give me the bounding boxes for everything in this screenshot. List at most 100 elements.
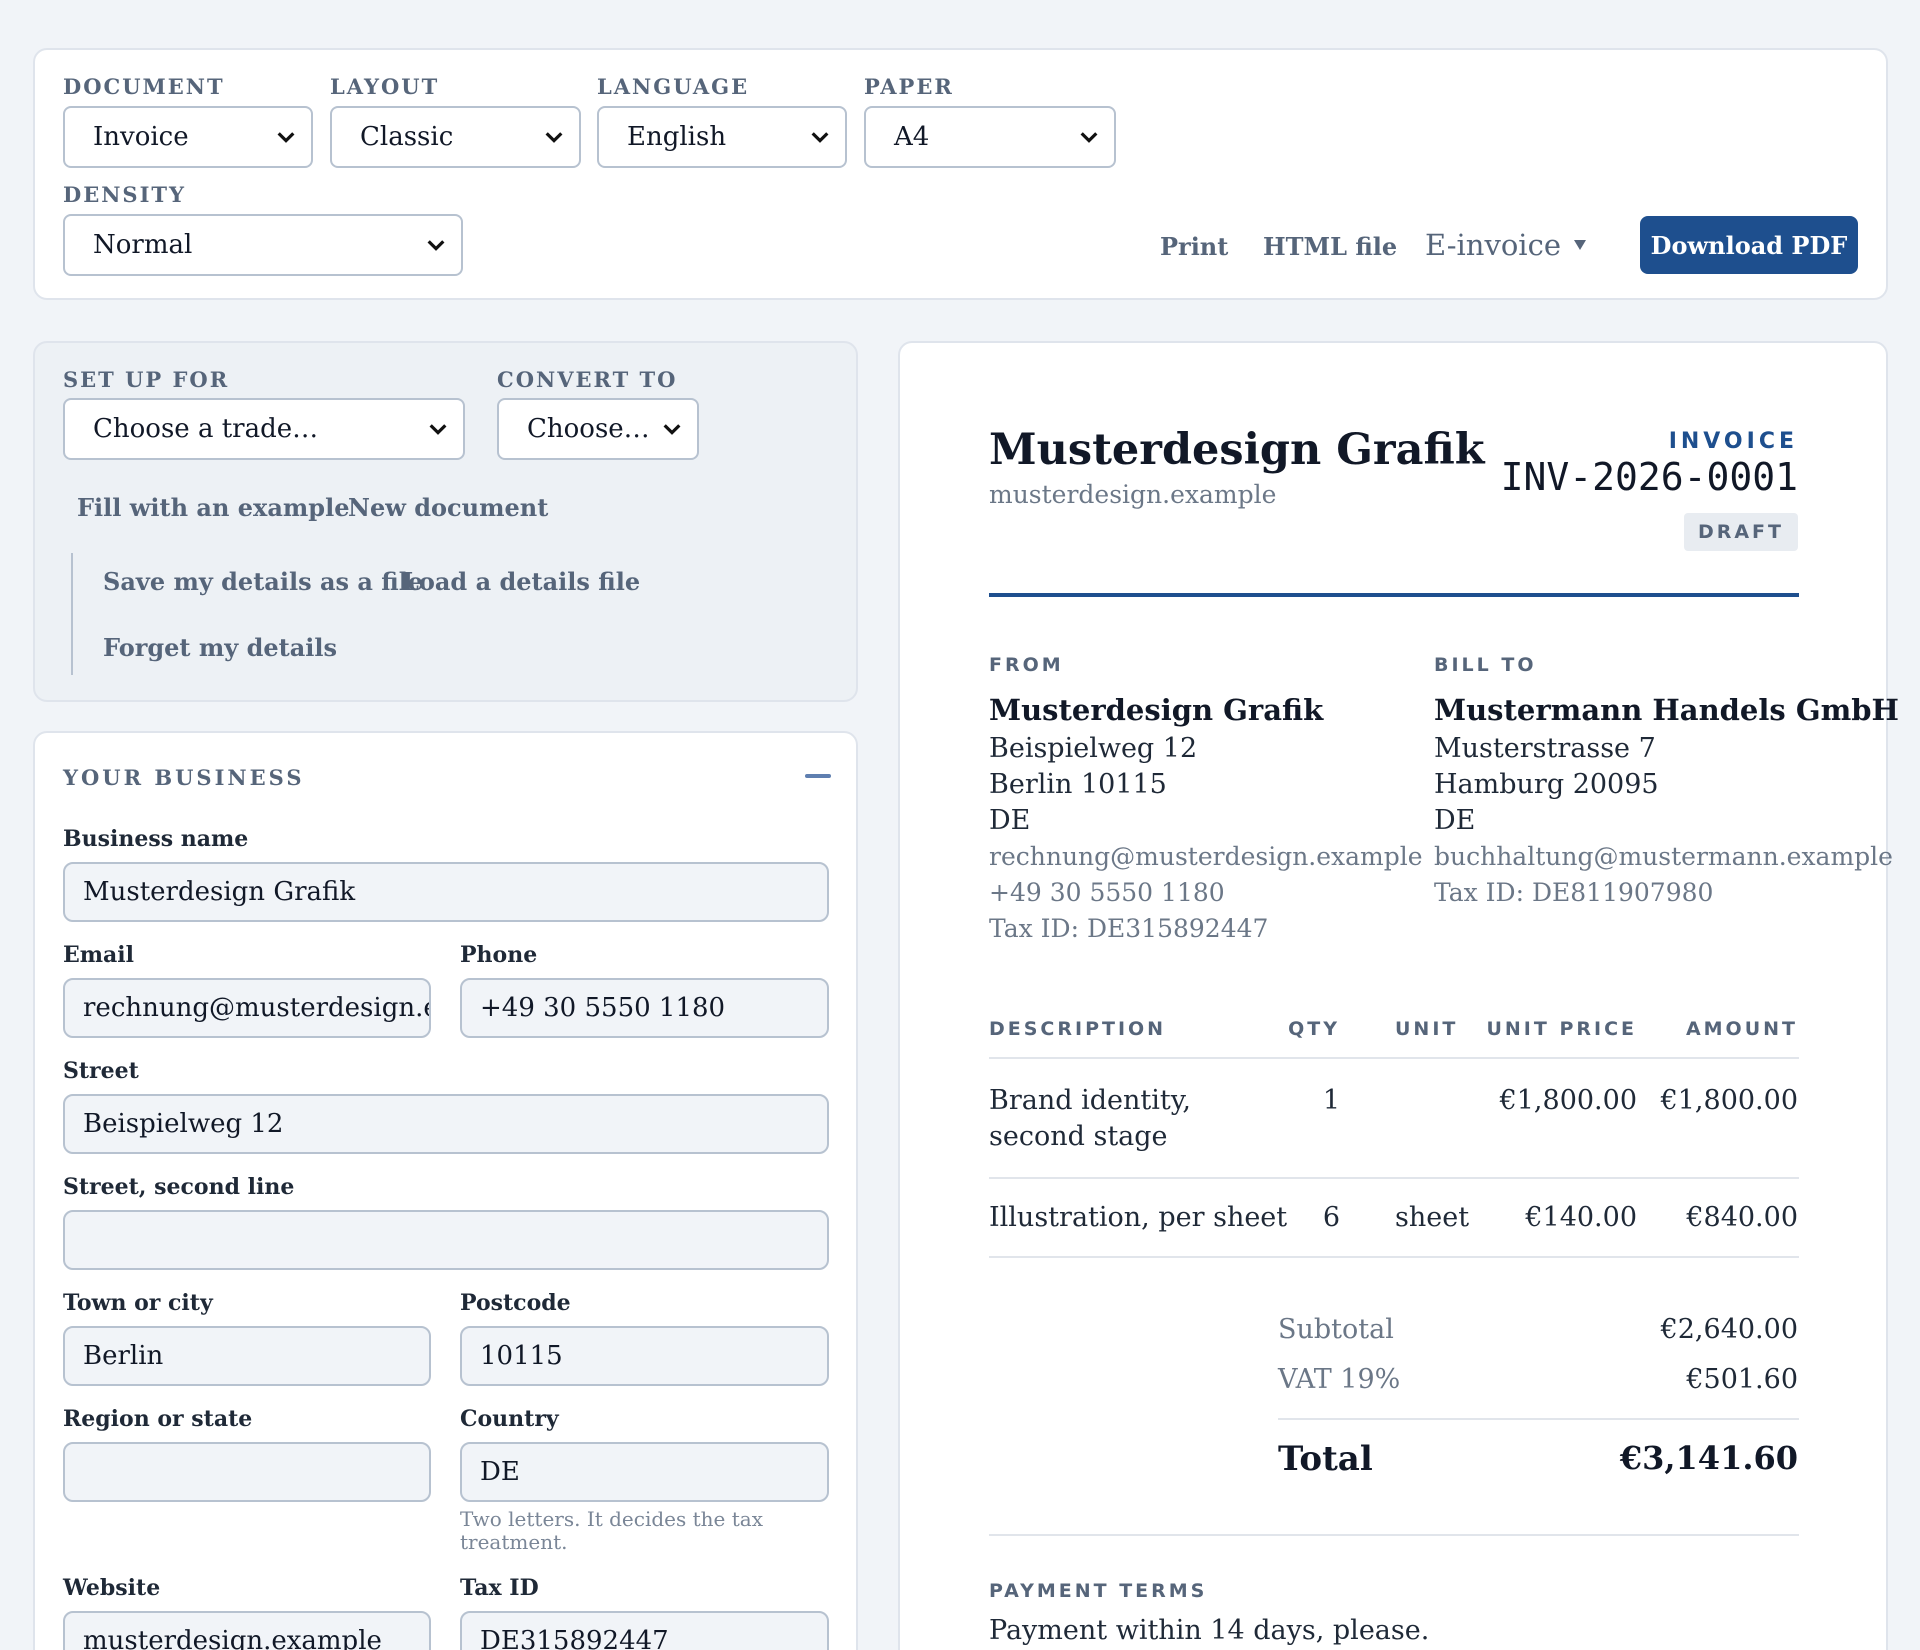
chevron-down-icon [663, 424, 681, 435]
col-description: DESCRIPTION [989, 1018, 1167, 1040]
details-divider [71, 553, 73, 675]
convert-select-value: Choose… [527, 414, 650, 444]
document-select[interactable]: Invoice [63, 106, 313, 168]
business-card: YOUR BUSINESS Business name Musterdesign… [33, 731, 858, 1650]
phone-label: Phone [460, 942, 538, 968]
website-label: Website [63, 1575, 161, 1601]
city-input[interactable]: Berlin [63, 1326, 431, 1386]
bill-name: Mustermann Handels GmbH [1434, 693, 1899, 727]
fill-example-button[interactable]: Fill with an example [77, 493, 350, 522]
row-unit-price: €1,800.00 [1499, 1085, 1637, 1116]
from-city: Berlin 10115 [989, 769, 1167, 800]
street-input[interactable]: Beispielweg 12 [63, 1094, 829, 1154]
tax-id-input[interactable]: DE315892447 [460, 1611, 829, 1650]
from-tax-id: Tax ID: DE315892447 [989, 914, 1269, 943]
new-document-button[interactable]: New document [348, 493, 549, 522]
chevron-down-icon [277, 132, 295, 143]
html-file-button[interactable]: HTML file [1263, 232, 1398, 261]
language-label: LANGUAGE [597, 74, 750, 99]
row-amount: €840.00 [1686, 1202, 1798, 1233]
subtotal-value: €2,640.00 [1660, 1314, 1798, 1345]
business-section-title: YOUR BUSINESS [63, 765, 305, 790]
payment-terms-label: PAYMENT TERMS [989, 1580, 1208, 1602]
document-select-value: Invoice [93, 122, 189, 152]
density-label: DENSITY [63, 182, 187, 207]
from-name: Musterdesign Grafik [989, 693, 1324, 727]
forget-details-button[interactable]: Forget my details [103, 633, 337, 662]
email-input[interactable]: rechnung@musterdesign.example [63, 978, 431, 1038]
street-label: Street [63, 1058, 139, 1084]
col-unit: UNIT [1395, 1018, 1459, 1040]
subtotal-label: Subtotal [1278, 1314, 1394, 1345]
from-label: FROM [989, 654, 1064, 676]
density-select-value: Normal [93, 230, 193, 260]
paper-select[interactable]: A4 [864, 106, 1116, 168]
bill-tax-id: Tax ID: DE811907980 [1434, 878, 1714, 907]
bill-street: Musterstrasse 7 [1434, 733, 1656, 764]
convert-to-label: CONVERT TO [497, 367, 678, 392]
row-unit-price: €140.00 [1525, 1202, 1637, 1233]
paper-label: PAPER [864, 74, 954, 99]
trade-select-value: Choose a trade… [93, 414, 319, 444]
chevron-down-icon [429, 424, 447, 435]
country-hint: Two letters. It decides the tax treatmen… [460, 1507, 763, 1554]
website-input[interactable]: musterdesign.example [63, 1611, 431, 1650]
from-country: DE [989, 805, 1031, 836]
language-select[interactable]: English [597, 106, 847, 168]
total-value: €3,141.60 [1619, 1439, 1798, 1477]
phone-input[interactable]: +49 30 5550 1180 [460, 978, 829, 1038]
bill-city: Hamburg 20095 [1434, 769, 1659, 800]
e-invoice-label: E-invoice [1425, 228, 1561, 262]
download-pdf-button[interactable]: Download PDF [1640, 216, 1858, 274]
chevron-down-icon [427, 240, 445, 251]
country-input[interactable]: DE [460, 1442, 829, 1502]
payment-terms-text: Payment within 14 days, please. [989, 1615, 1430, 1646]
row-qty: 1 [1322, 1085, 1340, 1116]
street2-input[interactable] [63, 1210, 829, 1270]
layout-label: LAYOUT [330, 74, 440, 99]
country-label: Country [460, 1406, 559, 1432]
language-select-value: English [627, 122, 727, 152]
business-name-input[interactable]: Musterdesign Grafik [63, 862, 829, 922]
invoice-preview: Musterdesign Grafik musterdesign.example… [898, 341, 1899, 1650]
business-name-label: Business name [63, 826, 249, 852]
load-details-button[interactable]: Load a details file [402, 567, 641, 596]
collapse-icon[interactable] [805, 774, 831, 778]
preview-company-website: musterdesign.example [989, 480, 1277, 509]
layout-select[interactable]: Classic [330, 106, 581, 168]
row-rule [989, 1256, 1799, 1258]
street2-label: Street, second line [63, 1174, 295, 1200]
from-phone: +49 30 5550 1180 [989, 878, 1225, 907]
bill-country: DE [1434, 805, 1476, 836]
paper-select-value: A4 [894, 122, 930, 152]
table-header-rule [989, 1057, 1799, 1059]
trade-select[interactable]: Choose a trade… [63, 398, 465, 460]
setup-for-label: SET UP FOR [63, 367, 230, 392]
postcode-input[interactable]: 10115 [460, 1326, 829, 1386]
chevron-down-icon [1080, 132, 1098, 143]
tax-id-label: Tax ID [460, 1575, 539, 1601]
chevron-down-icon [811, 132, 829, 143]
layout-select-value: Classic [360, 122, 454, 152]
print-button[interactable]: Print [1160, 232, 1229, 261]
document-label: DOCUMENT [63, 74, 225, 99]
col-qty: QTY [1288, 1018, 1340, 1040]
region-input[interactable] [63, 1442, 431, 1502]
convert-select[interactable]: Choose… [497, 398, 699, 460]
header-rule [989, 593, 1799, 597]
row-amount: €1,800.00 [1660, 1085, 1798, 1116]
total-label: Total [1278, 1439, 1373, 1479]
city-label: Town or city [63, 1290, 213, 1316]
from-email: rechnung@musterdesign.example [989, 842, 1423, 871]
setup-card: SET UP FOR Choose a trade… CONVERT TO Ch… [33, 341, 858, 702]
e-invoice-dropdown[interactable]: E-invoice [1425, 228, 1587, 262]
region-label: Region or state [63, 1406, 253, 1432]
density-select[interactable]: Normal [63, 214, 463, 276]
row-qty: 6 [1322, 1202, 1340, 1233]
bill-email: buchhaltung@mustermann.example [1434, 842, 1893, 871]
save-details-button[interactable]: Save my details as a file [103, 567, 424, 596]
toolbar-card: DOCUMENT Invoice LAYOUT Classic LANGUAGE… [33, 48, 1888, 300]
caret-down-icon [1573, 240, 1586, 250]
from-street: Beispielweg 12 [989, 733, 1198, 764]
postcode-label: Postcode [460, 1290, 571, 1316]
